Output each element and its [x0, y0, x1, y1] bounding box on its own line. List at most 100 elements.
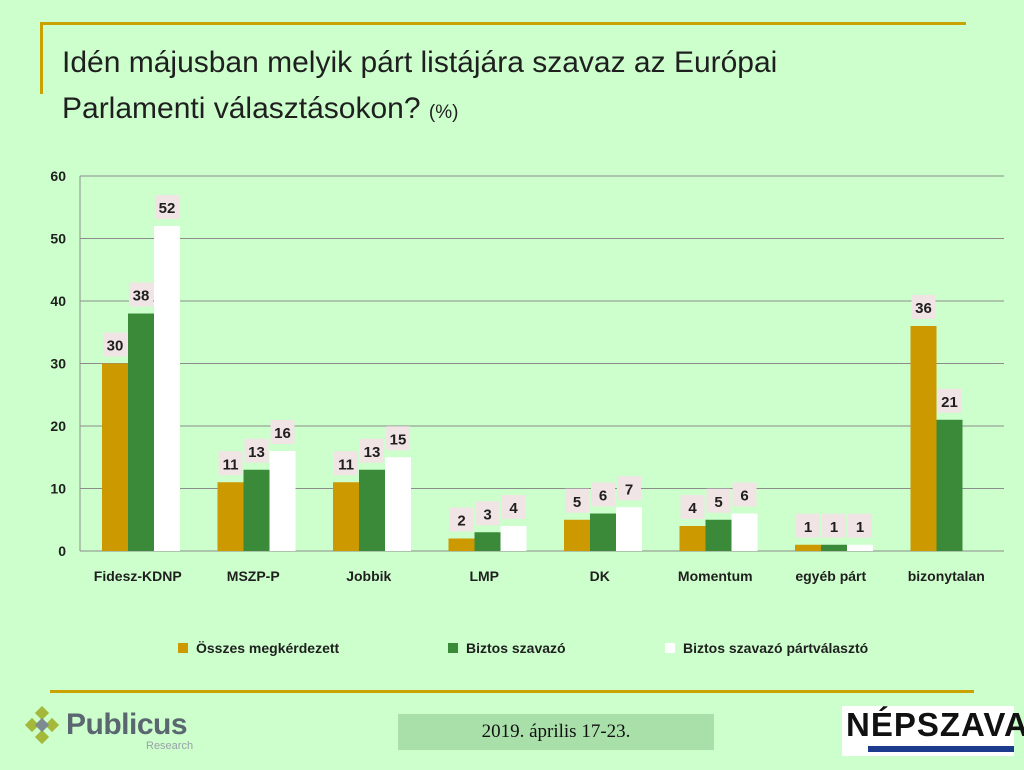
data-label-bg: [796, 513, 820, 538]
data-label-bg: [129, 282, 153, 307]
publicus-logo: Publicus Research: [24, 706, 194, 756]
data-label: 1: [804, 519, 812, 536]
y-tick-label: 60: [50, 168, 66, 184]
data-label-bg: [706, 488, 731, 513]
bar: [243, 469, 270, 551]
bar: [474, 532, 501, 551]
bar: [500, 526, 527, 551]
data-label: 15: [390, 431, 407, 448]
data-label-bg: [386, 426, 410, 451]
title-line-2-text: Parlamenti választásokon?: [62, 92, 421, 125]
title-line-2: Parlamenti választásokon? (%): [62, 86, 962, 136]
data-label: 5: [714, 494, 722, 511]
bar: [359, 469, 385, 551]
x-tick-label: Fidesz-KDNP: [94, 568, 182, 584]
x-tick-label: LMP: [469, 568, 499, 584]
nepszava-logo-bar: [868, 746, 1014, 752]
data-label-bg: [911, 295, 936, 319]
bar: [847, 544, 873, 551]
data-label-bg: [732, 482, 757, 507]
x-tick-label: DK: [590, 568, 610, 584]
data-label: 11: [338, 456, 354, 473]
data-label: 16: [274, 425, 291, 442]
data-label: 11: [223, 456, 239, 473]
bar: [821, 544, 847, 551]
y-tick-label: 10: [50, 481, 66, 497]
bar: [448, 538, 475, 551]
x-tick-label: Momentum: [678, 568, 753, 584]
data-label: 52: [159, 200, 176, 217]
bar: [333, 482, 359, 551]
y-tick-label: 0: [58, 543, 66, 559]
title-unit: (%): [428, 102, 459, 123]
data-label: 38: [133, 288, 150, 305]
data-label: 1: [830, 519, 838, 536]
data-label-bg: [822, 513, 846, 538]
data-label: 3: [483, 506, 491, 523]
publicus-logo-name: Publicus: [66, 708, 188, 741]
bar: [102, 363, 128, 551]
data-label: 1: [856, 519, 864, 536]
x-tick-label: bizonytalan: [908, 568, 985, 584]
x-tick-label: Jobbik: [346, 568, 391, 584]
legend-label: Összes megkérdezett: [196, 640, 340, 656]
data-label-bg: [334, 451, 358, 476]
data-label-bg: [848, 513, 872, 538]
data-label: 13: [364, 444, 381, 461]
data-label-bg: [155, 195, 179, 219]
data-label-bg: [449, 507, 474, 532]
bottom-accent-rule: [50, 690, 974, 693]
nepszava-logo-name: NÉPSZAVA: [846, 706, 1024, 743]
nepszava-logo: NÉPSZAVA: [842, 706, 1024, 756]
publicus-diamond-icon: [24, 706, 60, 745]
legend-swatch: [178, 643, 188, 653]
data-label-bg: [103, 332, 127, 357]
bar: [154, 226, 180, 551]
data-label-bg: [218, 451, 243, 476]
y-tick-label: 40: [50, 293, 66, 309]
legend-label: Biztos szavazó: [466, 640, 566, 656]
data-label-bg: [360, 438, 384, 463]
data-label: 13: [248, 444, 265, 461]
data-label: 5: [573, 494, 581, 511]
data-label-bg: [270, 420, 295, 444]
data-label: 4: [509, 500, 518, 517]
bar: [590, 513, 616, 551]
data-label-bg: [591, 482, 615, 507]
bar: [217, 482, 244, 551]
bar: [731, 513, 758, 551]
publicus-logo-sub: Research: [146, 740, 194, 752]
data-label: 21: [941, 394, 958, 411]
data-label-bg: [501, 495, 526, 519]
legend-item: Biztos szavazó pártválasztó: [665, 640, 868, 656]
data-label: 2: [457, 513, 465, 530]
data-label-bg: [680, 495, 705, 519]
data-label: 6: [740, 488, 748, 505]
bar: [910, 326, 937, 551]
title-line-1: Idén májusban melyik párt listájára szav…: [62, 46, 778, 79]
bar: [795, 544, 821, 551]
bar: [679, 526, 706, 551]
data-label-bg: [244, 438, 269, 463]
bar: [385, 457, 411, 551]
top-accent-rule: [40, 22, 966, 25]
data-label: 4: [688, 500, 697, 517]
bar: [128, 313, 154, 551]
data-label: 6: [599, 488, 607, 505]
legend-label: Biztos szavazó pártválasztó: [683, 640, 869, 656]
legend-swatch: [448, 643, 458, 653]
bar: [269, 451, 296, 551]
bar-chart: 0102030405060303852Fidesz-KDNP111316MSZP…: [50, 168, 1004, 584]
y-tick-label: 20: [50, 418, 66, 434]
chart-title: Idén májusban melyik párt listájára szav…: [62, 40, 962, 136]
bar: [936, 419, 963, 551]
bar: [564, 519, 590, 551]
legend-item: Összes megkérdezett: [178, 640, 339, 656]
legend-swatch: [665, 643, 675, 653]
data-label-bg: [475, 501, 500, 526]
y-tick-label: 30: [50, 356, 66, 372]
data-label: 7: [625, 481, 633, 498]
x-tick-label: MSZP-P: [227, 568, 280, 584]
bar: [705, 519, 732, 551]
survey-date: 2019. április 17-23.: [398, 714, 714, 750]
